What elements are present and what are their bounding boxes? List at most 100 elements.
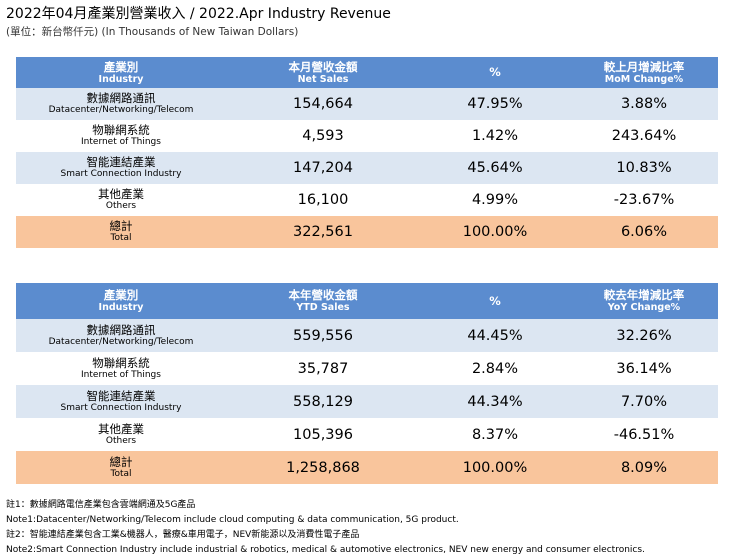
header-cell: 較上月增減比率 MoM Change%: [570, 59, 718, 85]
value-cell: 3.88%: [620, 96, 668, 112]
value-cell: 44.45%: [467, 327, 523, 344]
table-row: 總計 Total 1,258,868 100.00% 8.09%: [16, 451, 718, 484]
label-zh: 數據網路通訊: [86, 322, 156, 337]
table-row: 其他產業 Others 105,396 8.37% -46.51%: [16, 418, 718, 451]
header-cell: 較去年增減比率 YoY Change%: [570, 288, 718, 314]
header-en: YTD Sales: [296, 302, 350, 313]
row-label: 數據網路通訊 Datacenter/Networking/Telecom: [16, 322, 226, 348]
label-zh: 其他產業: [98, 421, 144, 436]
note: Note2:Smart Connection Industry include …: [6, 545, 645, 555]
value-cell: 1,258,868: [286, 459, 360, 476]
label-zh: 總計: [109, 454, 133, 469]
table: 產業別 Industry 本年營收金額 YTD Sales% 較去年增減比率 YoY Ch…: [16, 283, 718, 484]
value-cell: 8.37%: [471, 426, 519, 443]
value-cell: 154,664: [293, 96, 353, 112]
label-zh: 其他產業: [98, 187, 144, 201]
header-zh: 本年營收金額: [288, 288, 358, 302]
header-row: 產業別 Industry 本月營收金額 Net Sales% 較上月增減比率 MoM Ch…: [16, 57, 718, 88]
label-en: Total: [110, 468, 132, 479]
value-cell: 100.00%: [462, 224, 528, 240]
header-cell: %: [420, 293, 570, 308]
header-en: MoM Change%: [604, 73, 684, 85]
value-cell: 45.64%: [467, 160, 523, 176]
label-en: Internet of Things: [81, 369, 161, 380]
value-cell: 47.95%: [467, 96, 523, 112]
label-zh: 智能連結產業: [86, 388, 156, 403]
label-zh: 智能連結產業: [86, 155, 156, 169]
table-row: 物聯網系統 Internet of Things 4,593 1.42% 243.64%: [16, 120, 718, 152]
row-label: 其他產業 Others: [16, 188, 226, 212]
header-cell: 產業別 Industry: [16, 59, 226, 85]
label-en: Others: [105, 201, 137, 211]
header-en: YoY Change%: [607, 302, 681, 313]
value-cell: 4,593: [302, 128, 344, 144]
row-label: 智能連結產業 Smart Connection Industry: [16, 156, 226, 180]
value-cell: 36.14%: [616, 360, 672, 377]
value-cell: 105,396: [293, 426, 353, 443]
label-zh: 物聯網系統: [92, 123, 150, 137]
value-cell: 558,129: [293, 393, 353, 410]
title: 2022年04月產業別營業收入 / 2022.Apr Industry Reve…: [6, 6, 391, 22]
row-label: 物聯網系統 Internet of Things: [16, 355, 226, 381]
row-label: 智能連結產業 Smart Connection Industry: [16, 388, 226, 414]
value-cell: 559,556: [293, 327, 353, 344]
table-row: 物聯網系統 Internet of Things 35,787 2.84% 36.14%: [16, 352, 718, 385]
header-row: 產業別 Industry 本年營收金額 YTD Sales% 較去年增減比率 YoY Ch…: [16, 283, 718, 319]
header-cell: 本月營收金額 Net Sales: [226, 59, 420, 85]
row-label: 其他產業 Others: [16, 421, 226, 447]
subtitle: (單位：新台幣仟元) (In Thousands of New Taiwan D…: [6, 26, 299, 38]
label-en: Total: [110, 233, 132, 243]
header-zh: 產業別: [103, 59, 139, 74]
header-en: Net Sales: [297, 73, 349, 85]
table-row: 智能連結產業 Smart Connection Industry 147,204 45…: [16, 152, 718, 184]
note: 註2：智能連結產業包含工業&機器人，醫療&車用電子，NEV新能源以及消費性電子產…: [6, 530, 360, 540]
value-cell: 322,561: [293, 224, 353, 240]
value-cell: 6.06%: [620, 224, 668, 240]
value-cell: -23.67%: [613, 192, 675, 208]
value-cell: 16,100: [297, 192, 349, 208]
value-cell: 10.83%: [616, 160, 672, 176]
header-zh: 產業別: [103, 288, 139, 302]
header-zh: 較上月增減比率: [603, 59, 685, 74]
row-label: 總計 Total: [16, 220, 226, 244]
label-zh: 數據網路通訊: [86, 91, 156, 105]
label-zh: 物聯網系統: [92, 355, 150, 370]
value-cell: 2.84%: [471, 360, 519, 377]
note: Note1:Datacenter/Networking/Telecom incl…: [6, 515, 459, 525]
table-row: 數據網路通訊 Datacenter/Networking/Telecom 559,5…: [16, 319, 718, 352]
table: 產業別 Industry 本月營收金額 Net Sales% 較上月增減比率 MoM Ch…: [16, 57, 718, 248]
row-label: 總計 Total: [16, 454, 226, 480]
header-cell: 本年營收金額 YTD Sales: [226, 288, 420, 314]
note: 註1：數據網路電信產業包含雲端網通及5G產品: [6, 500, 196, 510]
table-row: 其他產業 Others 16,100 4.99% -23.67%: [16, 184, 718, 216]
row-label: 物聯網系統 Internet of Things: [16, 124, 226, 148]
header-zh: %: [489, 65, 501, 79]
label-en: Smart Connection Industry: [60, 402, 182, 413]
value-cell: 7.70%: [620, 393, 668, 410]
value-cell: -46.51%: [613, 426, 675, 443]
label-en: Datacenter/Networking/Telecom: [48, 336, 194, 347]
table-row: 智能連結產業 Smart Connection Industry 558,129 44…: [16, 385, 718, 418]
value-cell: 8.09%: [620, 459, 668, 476]
label-en: Datacenter/Networking/Telecom: [48, 105, 194, 115]
header-en: Industry: [98, 73, 144, 85]
value-cell: 32.26%: [616, 327, 672, 344]
header-zh: %: [489, 293, 501, 308]
value-cell: 1.42%: [471, 128, 519, 144]
value-cell: 100.00%: [462, 459, 528, 476]
label-en: Internet of Things: [81, 137, 161, 147]
header-en: Industry: [98, 302, 144, 313]
value-cell: 4.99%: [471, 192, 519, 208]
header-zh: 本月營收金額: [288, 59, 358, 74]
header-cell: 產業別 Industry: [16, 288, 226, 314]
table-row: 總計 Total 322,561 100.00% 6.06%: [16, 216, 718, 248]
table-row: 數據網路通訊 Datacenter/Networking/Telecom 154,6…: [16, 88, 718, 120]
label-en: Others: [105, 435, 137, 446]
value-cell: 35,787: [297, 360, 349, 377]
label-zh: 總計: [109, 219, 133, 233]
header-cell: %: [420, 66, 570, 79]
label-en: Smart Connection Industry: [60, 169, 182, 179]
header-zh: 較去年增減比率: [603, 288, 685, 302]
notes: 註1：數據網路電信產業包含雲端網通及5G產品 Note1:Datacenter/N…: [6, 498, 645, 558]
